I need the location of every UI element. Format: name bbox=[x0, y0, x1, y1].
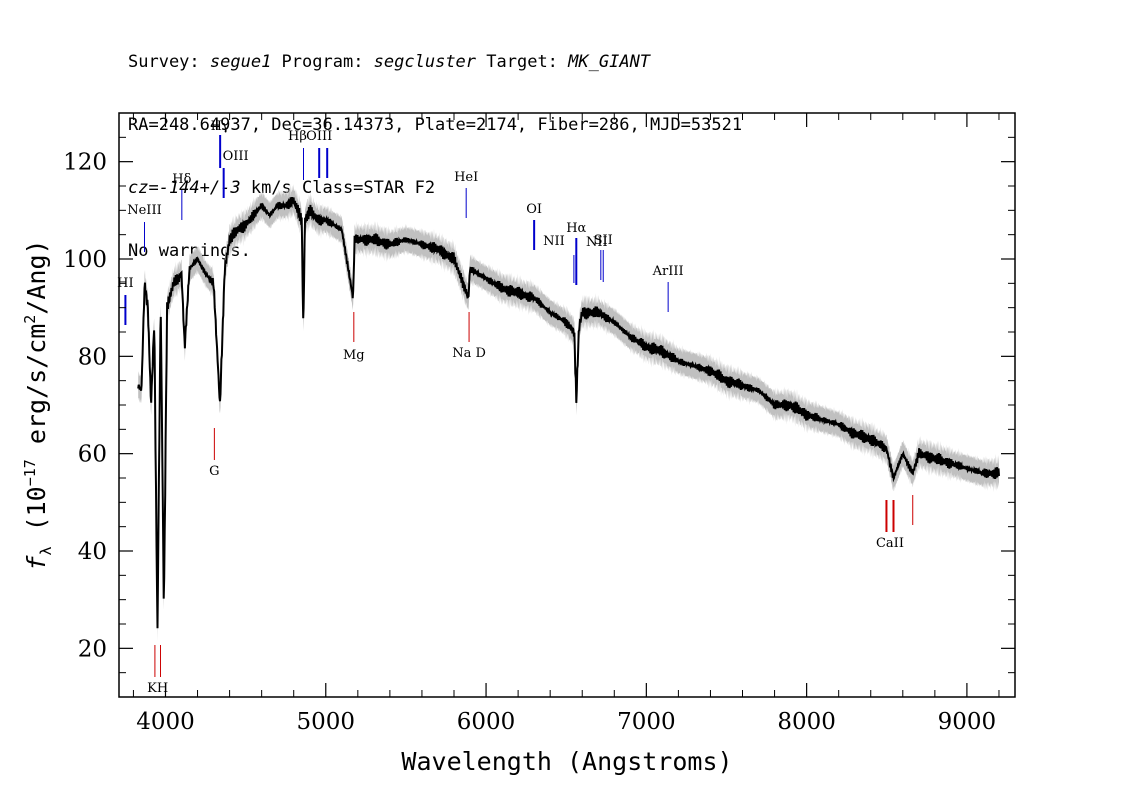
cz-value: cz=-144+/-3 bbox=[128, 178, 241, 198]
axis-ticks: 4000 5000 6000 7000 8000 9000 20 40 60 80 100 120 bbox=[63, 112, 1015, 735]
header-line-coords: RA=248.64937, Dec=36.14373, Plate=2174, … bbox=[128, 115, 743, 135]
emission-line-label: NII bbox=[586, 235, 608, 250]
x-tick-label: 5000 bbox=[296, 709, 355, 735]
target-value: MK_GIANT bbox=[568, 52, 651, 72]
error-band-layer bbox=[138, 183, 999, 642]
x-axis-title: Wavelength (Angstroms) bbox=[401, 747, 732, 776]
y-tick-label: 80 bbox=[78, 344, 107, 370]
emission-line-label: NII bbox=[543, 234, 565, 249]
absorption-line-label: Na D bbox=[452, 346, 486, 361]
absorption-line-label: Mg bbox=[343, 348, 365, 363]
emission-line-label: Hγ bbox=[211, 119, 230, 134]
emission-line-label: NeIII bbox=[127, 203, 161, 218]
y-tick-label: 40 bbox=[78, 539, 107, 565]
y-tick-label: 100 bbox=[63, 247, 107, 273]
spectrum-layer bbox=[137, 197, 1000, 629]
spectrum-line bbox=[137, 197, 1000, 629]
emission-line-label: Hβ bbox=[288, 129, 307, 144]
absorption-line-label: G bbox=[209, 464, 219, 479]
y-tick-label: 120 bbox=[63, 150, 107, 176]
emission-line-label: OIII bbox=[223, 149, 249, 164]
y-axis-title: fλ (10−17 erg/s/cm2/Ang) bbox=[21, 239, 55, 570]
spectrum-header: Survey: segue1 Program: segcluster Targe… bbox=[128, 10, 742, 283]
x-tick-label: 6000 bbox=[457, 709, 516, 735]
target-label: Target: bbox=[476, 52, 569, 72]
x-tick-label: 7000 bbox=[617, 709, 676, 735]
x-tick-label: 4000 bbox=[136, 709, 195, 735]
program-label: Program: bbox=[271, 52, 374, 72]
emission-line-label: Hα bbox=[566, 221, 586, 236]
y-tick-label: 20 bbox=[78, 636, 107, 662]
y-tick-label: 60 bbox=[78, 442, 107, 468]
emission-line-label: HeI bbox=[454, 170, 478, 185]
survey-value: segue1 bbox=[209, 52, 272, 72]
emission-line-label: SII bbox=[594, 233, 613, 248]
absorption-line-label: KH bbox=[147, 681, 168, 696]
emission-line-label: Hδ bbox=[172, 172, 191, 187]
plot-frame bbox=[118, 112, 1016, 698]
x-tick-label: 9000 bbox=[938, 709, 997, 735]
x-tick-label: 8000 bbox=[777, 709, 836, 735]
program-value: segcluster bbox=[373, 52, 477, 72]
emission-line-label: OIII bbox=[306, 129, 332, 144]
absorption-line-label: CaII bbox=[876, 536, 904, 551]
header-line-survey: Survey: segue1 Program: segcluster Targe… bbox=[128, 52, 742, 73]
emission-line-label: OI bbox=[526, 202, 542, 217]
emission-line-label: ArIII bbox=[652, 264, 684, 279]
error-band bbox=[138, 183, 999, 642]
survey-label: Survey: bbox=[128, 52, 210, 72]
